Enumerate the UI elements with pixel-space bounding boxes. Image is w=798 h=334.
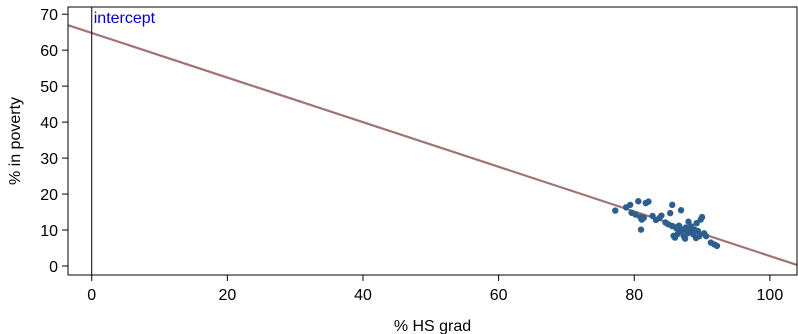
data-point bbox=[632, 211, 639, 218]
y-tick-label: 0 bbox=[49, 259, 58, 276]
data-point bbox=[698, 213, 706, 221]
data-point bbox=[612, 207, 619, 214]
y-tick-label: 70 bbox=[40, 7, 58, 24]
data-point bbox=[681, 235, 689, 242]
x-tick-label: 80 bbox=[625, 287, 643, 304]
intercept-annotation: intercept bbox=[94, 10, 156, 27]
data-point bbox=[694, 227, 702, 235]
x-axis-title: % HS grad bbox=[394, 318, 471, 334]
data-point bbox=[640, 214, 647, 222]
data-point bbox=[666, 209, 674, 217]
data-point bbox=[645, 198, 652, 205]
data-point bbox=[669, 201, 676, 209]
fit-layer bbox=[67, 24, 798, 266]
data-point bbox=[685, 218, 692, 225]
y-axis-title: % in poverty bbox=[7, 97, 24, 185]
data-point bbox=[626, 201, 634, 209]
x-tick-label: 0 bbox=[87, 287, 96, 304]
x-tick-label: 20 bbox=[218, 287, 236, 304]
x-tick-label: 60 bbox=[490, 287, 508, 304]
data-point bbox=[713, 242, 721, 250]
x-tick-label: 100 bbox=[757, 287, 784, 304]
y-tick-label: 10 bbox=[40, 223, 58, 240]
y-tick-label: 20 bbox=[40, 187, 58, 204]
y-axis: 0 10 20 30 40 50 60 70 bbox=[40, 7, 68, 276]
data-point bbox=[702, 232, 710, 240]
x-axis: 0 20 40 60 80 100 bbox=[87, 275, 783, 304]
y-tick-label: 60 bbox=[40, 43, 58, 60]
y-tick-label: 30 bbox=[40, 151, 58, 168]
x-tick-label: 40 bbox=[354, 287, 372, 304]
y-tick-label: 40 bbox=[40, 115, 58, 132]
data-point bbox=[658, 212, 665, 219]
data-point bbox=[677, 207, 685, 214]
data-point bbox=[635, 198, 642, 205]
y-tick-label: 50 bbox=[40, 79, 58, 96]
data-point bbox=[696, 232, 703, 240]
data-point bbox=[675, 222, 683, 229]
points-layer bbox=[612, 198, 721, 250]
data-point bbox=[637, 226, 645, 233]
fit-line bbox=[67, 24, 798, 266]
plot-frame bbox=[67, 6, 798, 276]
